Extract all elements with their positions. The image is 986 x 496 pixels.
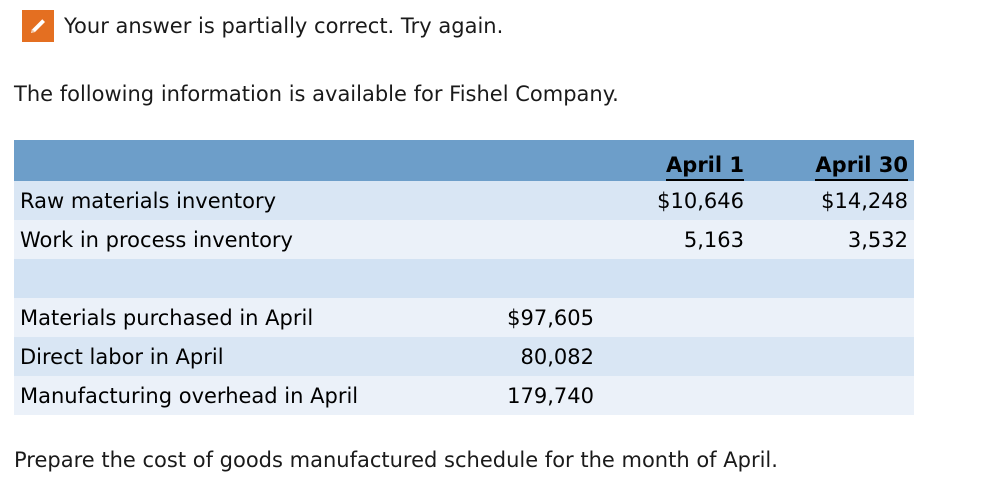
row-label: Direct labor in April: [14, 337, 454, 376]
problem-instruction: Prepare the cost of goods manufactured s…: [14, 448, 778, 472]
problem-intro: The following information is available f…: [14, 82, 619, 106]
feedback-status: Your answer is partially correct. Try ag…: [22, 10, 503, 42]
pencil-icon: [22, 10, 54, 42]
company-data-table: April 1 April 30 Raw materials inventory…: [14, 140, 914, 415]
amount-value: 179,740: [454, 376, 604, 415]
table-row: Direct labor in April 80,082: [14, 337, 914, 376]
april-30-value: 3,532: [754, 220, 914, 259]
table-row: Work in process inventory 5,163 3,532: [14, 220, 914, 259]
amount-value: $97,605: [454, 298, 604, 337]
table-row: Manufacturing overhead in April 179,740: [14, 376, 914, 415]
row-label: Manufacturing overhead in April: [14, 376, 454, 415]
amount-value: 80,082: [454, 337, 604, 376]
row-label: Work in process inventory: [14, 220, 454, 259]
row-label: Materials purchased in April: [14, 298, 454, 337]
table-spacer-row: [14, 259, 914, 298]
april-1-value: 5,163: [604, 220, 754, 259]
table-header-row: April 1 April 30: [14, 140, 914, 181]
column-header-april-30: April 30: [815, 152, 908, 181]
column-header-april-1: April 1: [666, 152, 744, 181]
april-1-value: $10,646: [604, 181, 754, 220]
table-row: Materials purchased in April $97,605: [14, 298, 914, 337]
row-label: Raw materials inventory: [14, 181, 454, 220]
april-30-value: $14,248: [754, 181, 914, 220]
feedback-message: Your answer is partially correct. Try ag…: [64, 14, 504, 38]
table-row: Raw materials inventory $10,646 $14,248: [14, 181, 914, 220]
